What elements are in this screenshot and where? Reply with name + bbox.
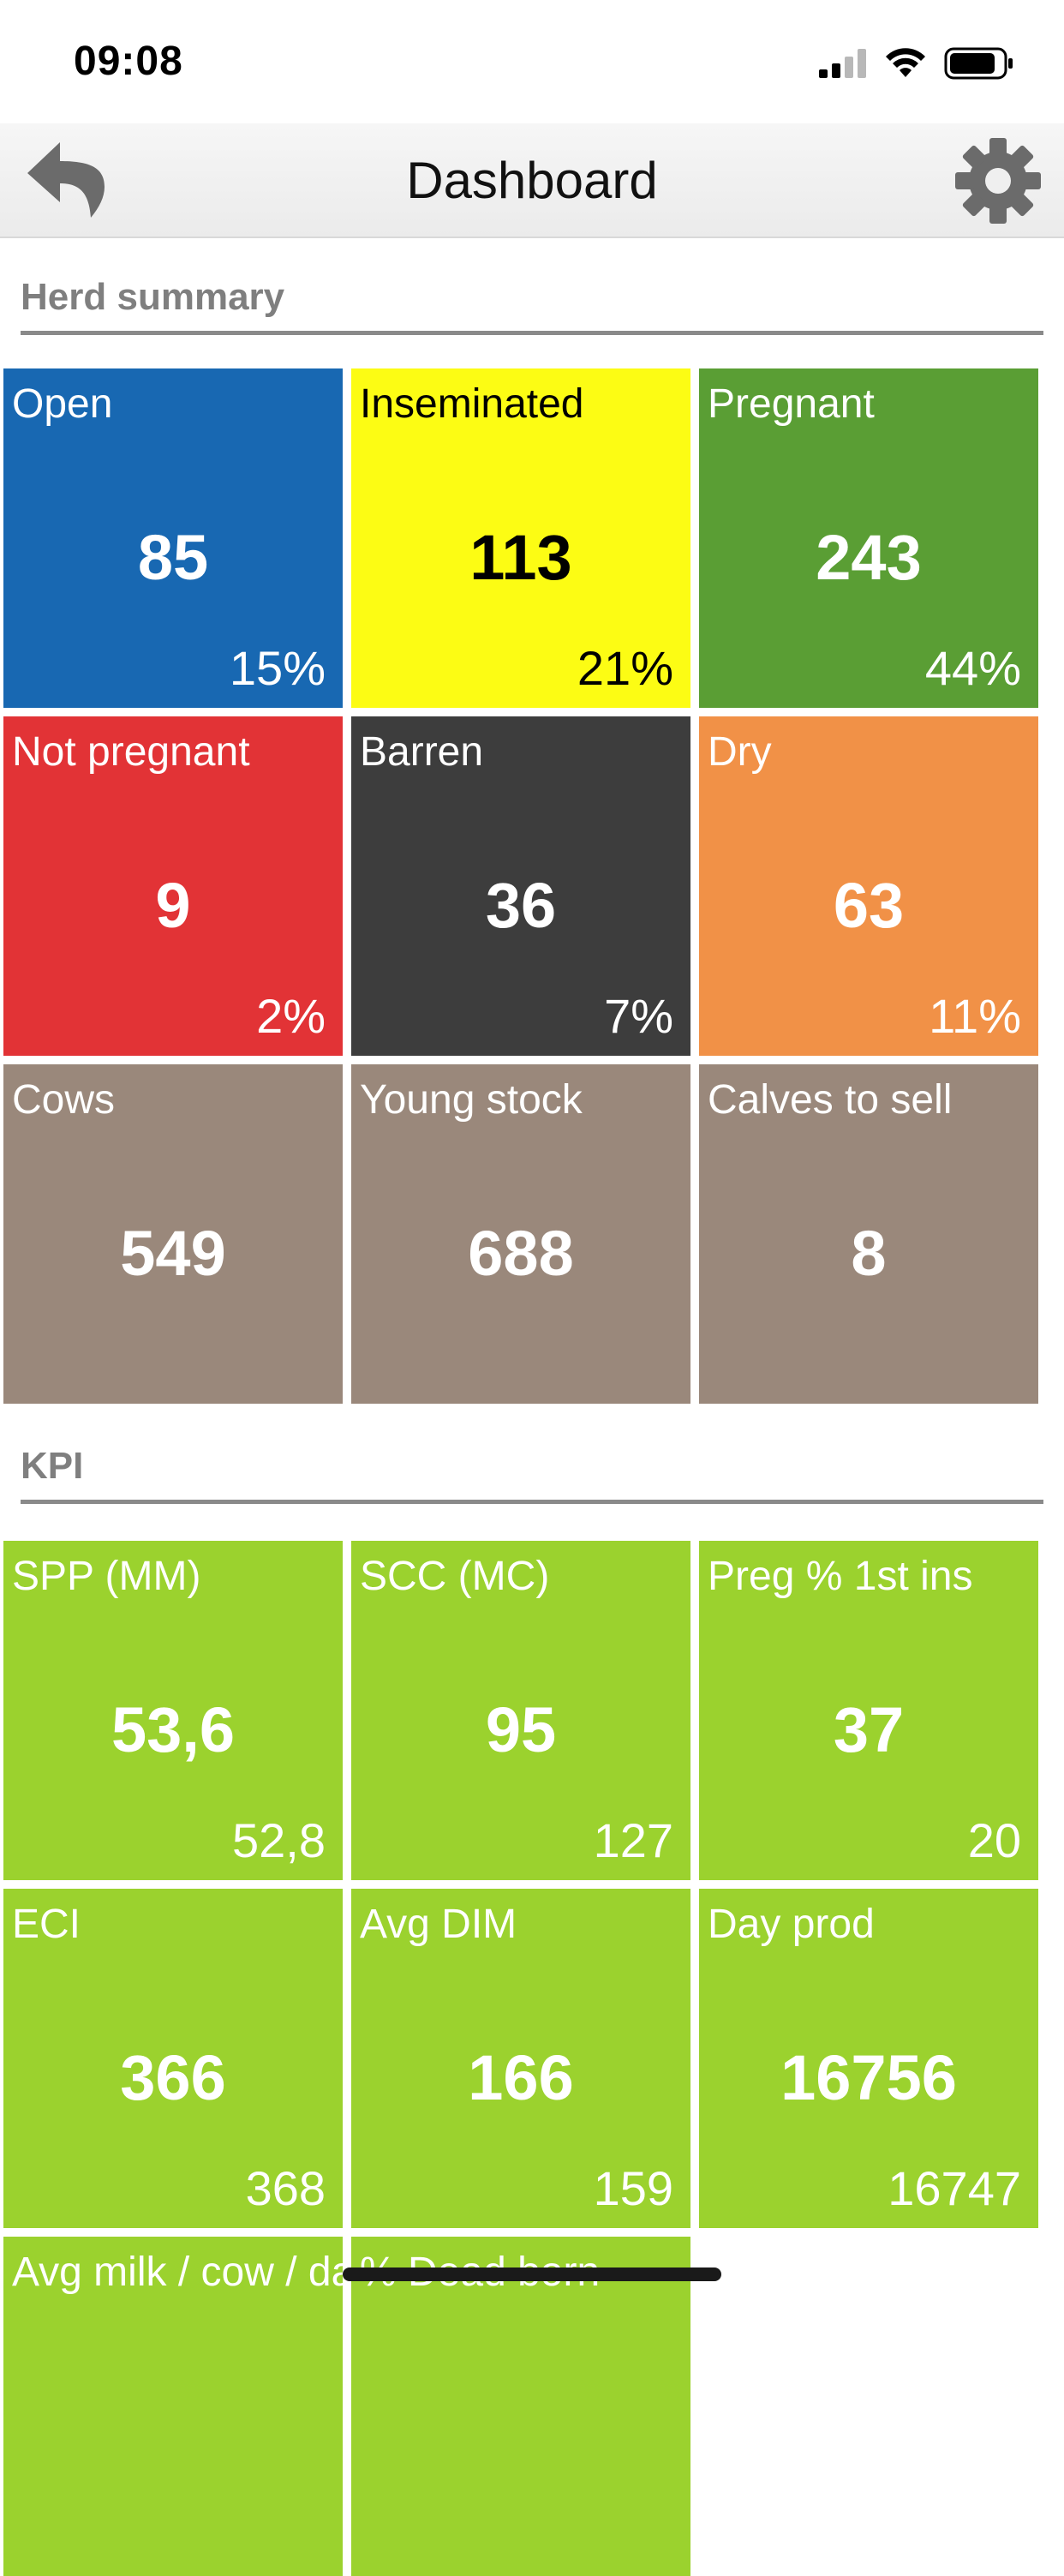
kpi-tile[interactable]: Preg % 1st ins 37 20	[699, 1541, 1038, 1880]
tile-subvalue: 16747	[888, 2161, 1021, 2215]
kpi-tile[interactable]: ECI 366 368	[3, 1889, 343, 2228]
tile-value: 85	[137, 522, 209, 593]
herd-tile[interactable]: Barren 36 7%	[351, 716, 690, 1056]
tile-value: 366	[120, 2042, 226, 2113]
undo-arrow-icon	[27, 142, 105, 218]
tile-label: Not pregnant	[12, 729, 250, 775]
kpi-tile[interactable]: Day prod 16756 16747	[699, 1889, 1038, 2228]
herd-tile[interactable]: Inseminated 113 21%	[351, 368, 690, 708]
herd-tile[interactable]: Calves to sell 8	[699, 1064, 1038, 1404]
tile-value: 549	[120, 1218, 226, 1289]
tile-label: SCC (MC)	[360, 1554, 550, 1599]
wifi-icon	[886, 48, 925, 77]
tile-label: Dry	[708, 729, 772, 775]
tile-subvalue: 21%	[577, 641, 673, 695]
tile-value: 36	[485, 870, 557, 941]
tile-subvalue: 127	[593, 1813, 673, 1867]
herd-tile[interactable]: Young stock 688	[351, 1064, 690, 1404]
tile-value: 9	[155, 870, 191, 941]
herd-tile[interactable]: Dry 63 11%	[699, 716, 1038, 1056]
nav-bar: Dashboard	[0, 123, 1064, 238]
tile-subvalue: 15%	[229, 641, 326, 695]
tile-subvalue: 7%	[604, 989, 673, 1043]
tile-label: Open	[12, 381, 113, 427]
herd-tile[interactable]: Pregnant 243 44%	[699, 368, 1038, 708]
gear-icon	[955, 138, 1041, 224]
tile-label: Day prod	[708, 1902, 875, 1947]
cellular-signal-icon	[819, 49, 866, 78]
status-icons	[819, 46, 1014, 81]
status-bar: 09:08	[0, 0, 1064, 123]
home-indicator	[343, 2267, 721, 2281]
herd-summary-title: Herd summary	[21, 276, 285, 318]
tile-value: 63	[833, 870, 905, 941]
kpi-tile[interactable]: SCC (MC) 95 127	[351, 1541, 690, 1880]
kpi-tile[interactable]: Avg DIM 166 159	[351, 1889, 690, 2228]
back-button[interactable]	[19, 132, 115, 228]
herd-tile[interactable]: Not pregnant 9 2%	[3, 716, 343, 1056]
herd-tile[interactable]: Open 85 15%	[3, 368, 343, 708]
tile-label: ECI	[12, 1902, 81, 1947]
kpi-title: KPI	[21, 1445, 84, 1487]
tile-value: 95	[485, 1694, 557, 1765]
tile-value: 243	[816, 522, 922, 593]
tile-label: Barren	[360, 729, 484, 775]
tile-subvalue: 159	[593, 2161, 673, 2215]
kpi-tile[interactable]: Avg milk / cow / day	[3, 2237, 343, 2576]
tile-value: 37	[833, 1694, 905, 1765]
tile-label: SPP (MM)	[12, 1554, 201, 1599]
tile-value: 8	[851, 1218, 887, 1289]
tile-value: 113	[469, 522, 572, 593]
kpi-tile[interactable]: SPP (MM) 53,6 52,8	[3, 1541, 343, 1880]
tile-subvalue: 11%	[929, 989, 1021, 1043]
tile-value: 16756	[780, 2042, 957, 2113]
tile-label: Preg % 1st ins	[708, 1554, 973, 1599]
tile-value: 53,6	[111, 1694, 236, 1765]
herd-tile[interactable]: Cows 549	[3, 1064, 343, 1404]
kpi-tile[interactable]: % Dead born	[351, 2237, 690, 2576]
settings-button[interactable]	[951, 134, 1045, 228]
page-title: Dashboard	[406, 152, 658, 209]
battery-icon	[944, 47, 1013, 80]
tile-label: Calves to sell	[708, 1077, 953, 1123]
tile-label: Avg milk / cow / day	[12, 2250, 343, 2295]
status-time: 09:08	[74, 39, 183, 84]
kpi-header: KPI	[21, 1445, 1043, 1504]
tile-label: Avg DIM	[360, 1902, 517, 1947]
tile-subvalue: 20	[967, 1813, 1021, 1867]
herd-summary-header: Herd summary	[21, 276, 1043, 335]
tile-subvalue: 44%	[924, 641, 1021, 695]
tile-subvalue: 2%	[256, 989, 326, 1043]
tile-subvalue: 368	[245, 2161, 326, 2215]
tile-value: 166	[468, 2042, 574, 2113]
tile-label: Inseminated	[360, 381, 584, 427]
tile-label: Young stock	[360, 1077, 583, 1123]
tile-subvalue: 52,8	[232, 1813, 326, 1867]
tile-value: 688	[468, 1218, 574, 1289]
tile-label: Cows	[12, 1077, 116, 1123]
tile-label: Pregnant	[708, 381, 875, 427]
